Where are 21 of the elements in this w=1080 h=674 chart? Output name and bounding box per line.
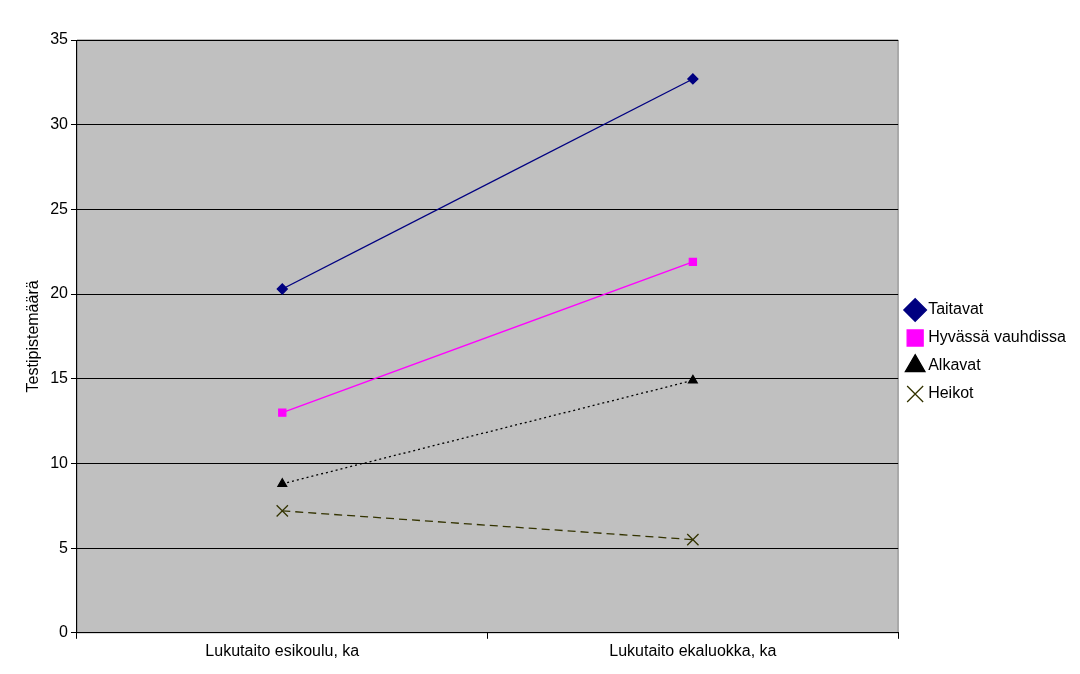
y-tick-label: 5	[59, 538, 69, 556]
y-tick-label: 30	[50, 115, 69, 133]
y-axis-title: Testipistemäärä	[24, 280, 42, 393]
y-tick-label: 20	[50, 284, 69, 302]
point	[688, 257, 698, 267]
y-tick-label: 0	[59, 623, 69, 641]
y-tick-label: 25	[50, 199, 69, 217]
point	[278, 408, 287, 417]
point	[275, 504, 289, 518]
point	[276, 283, 288, 295]
point	[687, 73, 699, 85]
y-tick-label: 35	[50, 30, 69, 48]
x-tick-label: Lukutaito ekaluokka, ka	[609, 641, 777, 659]
y-tick-label: 10	[50, 453, 69, 471]
legend-label: Hyvässä vauhdissa	[928, 328, 1067, 346]
point	[686, 533, 700, 546]
x-tick-label: Lukutaito esikoulu, ka	[205, 641, 360, 659]
legend-label: Alkavat	[928, 356, 982, 374]
legend-label: Taitavat	[928, 300, 984, 318]
legend-label: Heikot	[928, 384, 975, 402]
y-tick-label: 15	[50, 369, 69, 387]
